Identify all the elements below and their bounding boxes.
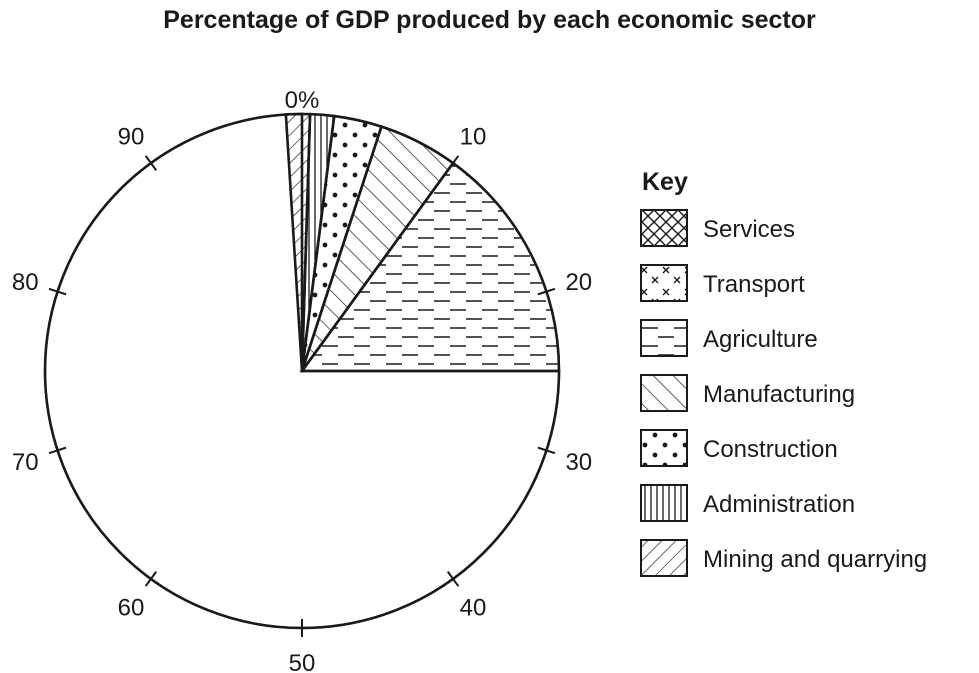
- scale-label-90: 90: [118, 124, 145, 151]
- pie-scale: 0% 10 20 30 40 50 60 70 80 90: [12, 87, 592, 673]
- key-item-construction: Construction: [640, 429, 838, 467]
- key-item-services: Services: [640, 209, 795, 247]
- scale-label-10: 10: [460, 124, 487, 151]
- key-item-administration: Administration: [640, 484, 855, 522]
- scale-label-80: 80: [12, 269, 39, 296]
- key-swatch-construction: [640, 429, 688, 467]
- key-item-agriculture: Agriculture: [640, 319, 818, 357]
- key-swatch-manufacturing: [640, 374, 688, 412]
- scale-tick-80: [48, 287, 67, 296]
- key-label-mining-and-quarrying: Mining and quarrying: [703, 546, 927, 573]
- key-swatch-administration: [640, 484, 688, 522]
- chart-title: Percentage of GDP produced by each econo…: [163, 6, 816, 34]
- key-label-services: Services: [703, 216, 795, 243]
- scale-tick-10: [446, 155, 460, 171]
- key-swatch-services: [640, 209, 688, 247]
- key-swatch-transport: [640, 264, 688, 302]
- key-item-transport: Transport: [640, 264, 805, 302]
- scale-label-40: 40: [460, 594, 487, 621]
- key-item-manufacturing: Manufacturing: [640, 374, 855, 412]
- scale-tick-40: [446, 571, 460, 587]
- key-title: Key: [642, 168, 688, 196]
- key-swatch-mining-and-quarrying: [640, 539, 688, 577]
- scale-tick-20: [537, 287, 556, 296]
- scale-tick-30: [537, 446, 556, 455]
- key-label-construction: Construction: [703, 436, 838, 463]
- key-swatch-agriculture: [640, 319, 688, 357]
- pie-slices: [43, 112, 561, 630]
- key-label-administration: Administration: [703, 491, 855, 518]
- scale-label-30: 30: [565, 449, 592, 476]
- scale-label-20: 20: [565, 269, 592, 296]
- scale-label-50: 50: [289, 650, 316, 673]
- key-label-agriculture: Agriculture: [703, 326, 818, 353]
- scale-label-60: 60: [118, 594, 145, 621]
- key-item-mining-and-quarrying: Mining and quarrying: [640, 539, 927, 577]
- chart-key: Key Services Transport Agriculture Manufactu…: [640, 168, 927, 577]
- key-label-transport: Transport: [703, 271, 805, 298]
- scale-tick-90: [144, 155, 158, 171]
- scale-tick-70: [48, 446, 67, 455]
- scale-label-70: 70: [12, 449, 39, 476]
- scale-tick-60: [144, 571, 158, 587]
- scale-label-0: 0%: [285, 87, 320, 114]
- key-label-manufacturing: Manufacturing: [703, 381, 855, 408]
